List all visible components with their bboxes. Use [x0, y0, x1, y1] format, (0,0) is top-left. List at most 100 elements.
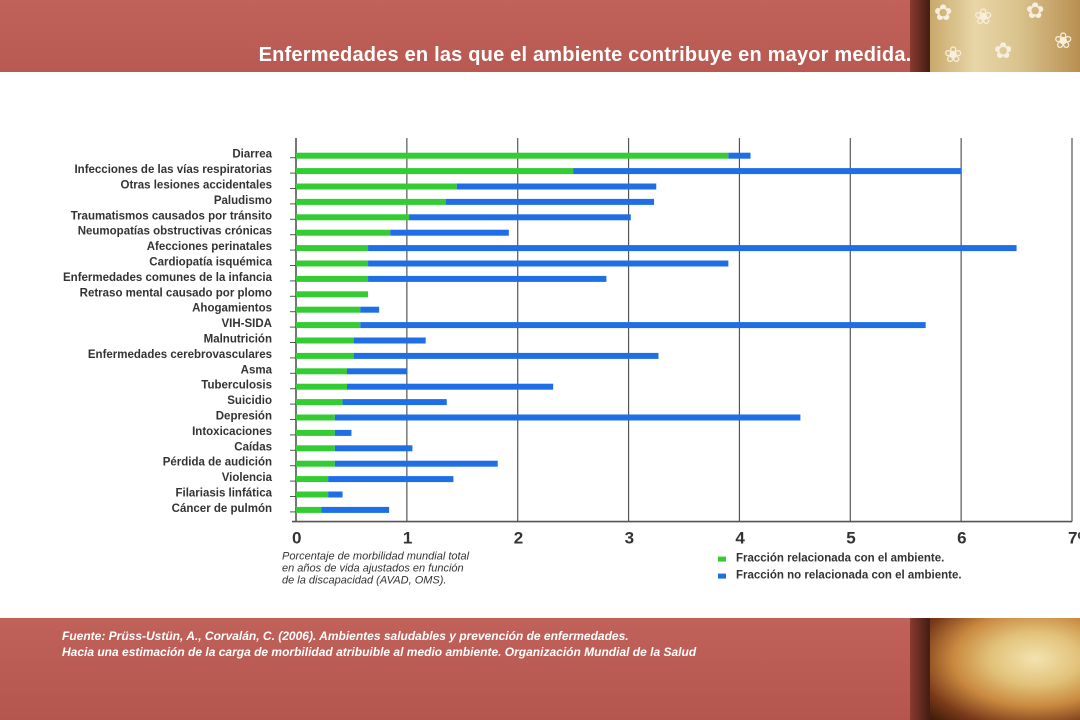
- bar-environment: [296, 383, 347, 390]
- bar-environment: [296, 198, 446, 205]
- category-label: Asma: [241, 364, 273, 376]
- bar-environment: [296, 445, 335, 452]
- bar-non-environment: [342, 399, 447, 406]
- bar-non-environment: [346, 383, 554, 390]
- flower-icon: ✿: [1026, 0, 1045, 23]
- category-label: Enfermedades cerebrovasculares: [88, 349, 272, 361]
- category-label: Afecciones perinatales: [147, 241, 272, 253]
- bar-non-environment: [328, 476, 454, 483]
- x-axis-label-line: Porcentaje de morbilidad mundial total: [282, 551, 470, 563]
- flower-icon: ❀: [974, 4, 993, 29]
- bar-environment: [296, 352, 354, 359]
- category-label: Filariasis linfática: [175, 488, 272, 500]
- category-label: Otras lesiones accidentales: [121, 180, 273, 192]
- bar-non-environment: [334, 414, 801, 421]
- category-label: Caídas: [234, 441, 272, 453]
- x-tick-label: 0: [292, 529, 301, 548]
- x-tick-label: 7%: [1068, 529, 1080, 548]
- bar-non-environment: [368, 260, 729, 267]
- bar-environment: [296, 414, 335, 421]
- category-label: Traumatismos causados por tránsito: [71, 210, 272, 222]
- decorative-swirl-panel: [930, 618, 1080, 720]
- category-label: Malnutrición: [204, 334, 272, 346]
- bar-non-environment: [328, 491, 343, 498]
- category-label: Ahogamientos: [192, 303, 272, 315]
- bar-environment: [296, 460, 335, 467]
- bar-non-environment: [390, 229, 509, 236]
- flower-icon: ✿: [994, 38, 1013, 63]
- x-tick-label: 2: [514, 529, 523, 548]
- bar-environment: [296, 245, 369, 252]
- flower-icon: ❀: [944, 42, 963, 67]
- bar-environment: [296, 229, 391, 236]
- bar-non-environment: [334, 429, 352, 436]
- category-label: Paludismo: [214, 195, 272, 207]
- x-tick-label: 4: [735, 529, 745, 548]
- category-label: Cáncer de pulmón: [172, 503, 272, 515]
- bar-non-environment: [368, 245, 1017, 252]
- source-line-2: Hacia una estimación de la carga de morb…: [62, 645, 697, 659]
- flower-icon: ❀: [1054, 28, 1073, 53]
- bar-non-environment: [456, 183, 657, 190]
- chart-grid: [292, 138, 1073, 523]
- bar-non-environment: [573, 168, 962, 175]
- bar-environment: [296, 291, 369, 298]
- category-label: Cardiopatía isquémica: [149, 257, 272, 269]
- bar-environment: [296, 322, 361, 329]
- x-tick-label: 6: [957, 529, 966, 548]
- bottom-banner: [0, 618, 930, 720]
- legend-swatch: [718, 573, 726, 579]
- bar-chart-svg: Diarrea Infecciones de las vías respirato…: [63, 138, 1080, 587]
- legend-swatch: [718, 556, 726, 562]
- source-line-1: Fuente: Prüss-Ustün, A., Corvalán, C. (2…: [62, 629, 629, 643]
- bar-environment: [296, 183, 457, 190]
- bar-environment: [296, 152, 729, 159]
- category-label: Neumopatías obstructivas crónicas: [78, 226, 272, 238]
- bar-environment: [296, 275, 369, 282]
- category-label: Tuberculosis: [201, 380, 272, 392]
- bar-non-environment: [728, 152, 751, 159]
- category-label: Intoxicaciones: [192, 426, 272, 438]
- source-citation: Fuente: Prüss-Ustün, A., Corvalán, C. (2…: [62, 628, 912, 660]
- bar-environment: [296, 506, 322, 513]
- decorative-floral-panel: ✿ ❀ ✿ ❀ ✿ ❀: [930, 0, 1080, 72]
- bar-environment: [296, 429, 335, 436]
- bar-environment: [296, 337, 354, 344]
- category-label: Depresión: [216, 411, 272, 423]
- flower-icon: ✿: [934, 0, 953, 25]
- bar-non-environment: [353, 337, 426, 344]
- bar-environment: [296, 368, 347, 375]
- x-axis-label-line: en años de vida ajustados en función: [282, 563, 464, 575]
- bar-non-environment: [334, 445, 413, 452]
- bar-environment: [296, 214, 410, 221]
- category-label: Diarrea: [232, 149, 272, 161]
- category-label: VIH-SIDA: [222, 318, 272, 330]
- top-banner: [0, 0, 930, 72]
- category-label: Infecciones de las vías respiratorias: [74, 164, 272, 176]
- bar-environment: [296, 168, 574, 175]
- bar-non-environment: [409, 214, 631, 221]
- bar-non-environment: [321, 506, 390, 513]
- bar-non-environment: [360, 322, 926, 329]
- x-axis-ticks: 0 1 2 3 4 5 6 7%: [292, 529, 1080, 548]
- category-labels: Diarrea Infecciones de las vías respirato…: [63, 149, 296, 515]
- chart-legend: Fracción relacionada con el ambiente. Fra…: [718, 553, 962, 582]
- chart-bars: [296, 152, 1017, 513]
- bar-non-environment: [353, 352, 659, 359]
- bar-non-environment: [368, 275, 607, 282]
- bar-environment: [296, 399, 343, 406]
- x-axis-label-line: de la discapacidad (AVAD, OMS).: [282, 575, 446, 587]
- page-title: Enfermedades en las que el ambiente cont…: [258, 44, 912, 66]
- bar-non-environment: [445, 198, 655, 205]
- bar-non-environment: [360, 306, 380, 313]
- bar-environment: [296, 260, 369, 267]
- bottom-banner-edge: [910, 618, 932, 720]
- category-label: Suicidio: [227, 395, 272, 407]
- legend-label: Fracción relacionada con el ambiente.: [736, 553, 944, 565]
- legend-label: Fracción no relacionada con el ambiente.: [736, 570, 962, 582]
- bar-non-environment: [346, 368, 407, 375]
- bar-environment: [296, 306, 361, 313]
- bar-environment: [296, 491, 329, 498]
- x-tick-label: 5: [846, 529, 855, 548]
- x-tick-label: 1: [403, 529, 412, 548]
